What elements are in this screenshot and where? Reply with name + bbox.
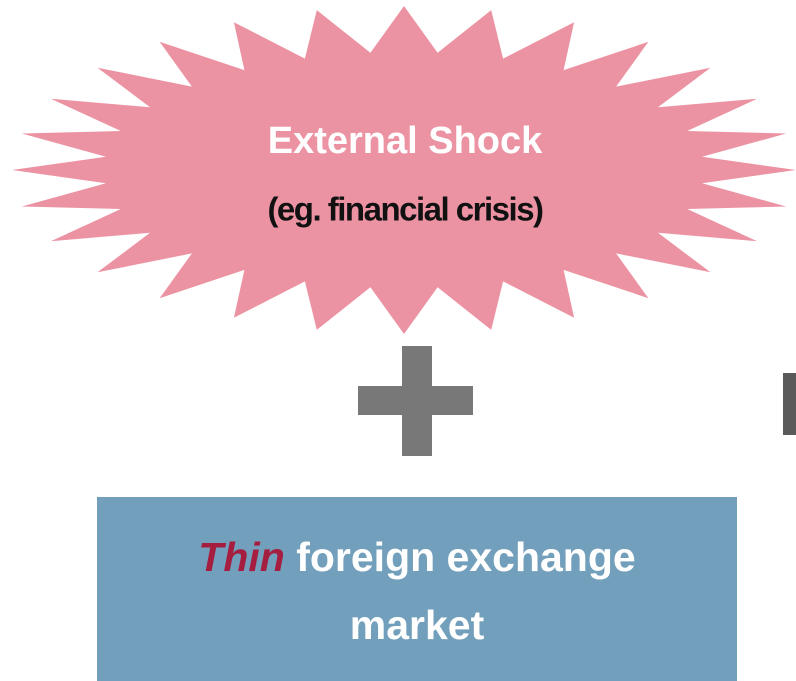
box-text: foreign exchange bbox=[296, 534, 635, 580]
box-emphasis: Thin bbox=[198, 534, 285, 580]
box-line2: market bbox=[350, 602, 485, 648]
plus-horizontal bbox=[358, 386, 473, 415]
starburst-title: External Shock bbox=[268, 120, 543, 162]
box-line1: Thin foreign exchange bbox=[198, 534, 635, 580]
starburst bbox=[12, 6, 796, 334]
starburst-subtitle: (eg. financial crisis) bbox=[267, 191, 543, 228]
partial-shape bbox=[783, 373, 796, 435]
box bbox=[97, 497, 737, 681]
